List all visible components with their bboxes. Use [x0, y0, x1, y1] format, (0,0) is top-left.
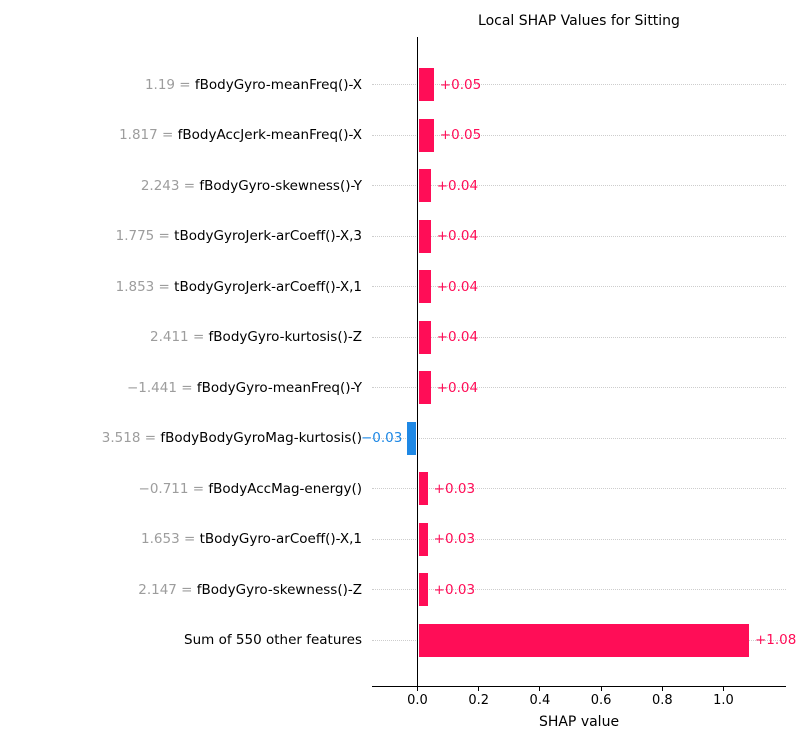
feature-value: 2.147 = [138, 581, 197, 598]
feature-label: 3.518 = fBodyBodyGyroMag-kurtosis() [102, 430, 362, 446]
feature-label: 1.853 = tBodyGyroJerk-arCoeff()-X,1 [116, 279, 362, 295]
shap-bar [407, 421, 417, 455]
feature-value: 1.653 = [141, 531, 200, 547]
feature-label: −1.441 = fBodyGyro-meanFreq()-Y [127, 380, 362, 396]
feature-label: 2.147 = fBodyGyro-skewness()-Z [138, 582, 362, 598]
feature-label: −0.711 = fBodyAccMag-energy() [139, 481, 362, 497]
feature-label: 2.243 = fBodyGyro-skewness()-Y [141, 178, 362, 194]
feature-value: −1.441 = [126, 379, 197, 396]
chart-title: Local SHAP Values for Sitting [478, 13, 680, 29]
x-tick-mark [722, 686, 725, 691]
row-gridline [372, 387, 786, 388]
feature-name: fBodyGyro-skewness()-Z [196, 581, 362, 598]
shap-value-label: +0.03 [433, 581, 476, 598]
shap-value-label: +0.05 [439, 127, 482, 143]
feature-value: 1.775 = [115, 228, 175, 244]
row-gridline [372, 589, 786, 590]
shap-bar [418, 270, 431, 303]
x-tick-mark [661, 686, 663, 691]
shap-bar [418, 320, 431, 354]
shap-bar [418, 219, 431, 253]
x-tick-mark [539, 686, 541, 691]
feature-name: fBodyGyro-skewness()-Y [199, 177, 362, 194]
feature-name: fBodyAccMag-energy() [208, 480, 362, 497]
x-tick-label: 0.8 [651, 693, 673, 708]
x-tick-mark [416, 686, 419, 691]
shap-bar [418, 371, 431, 404]
shap-bar [418, 522, 428, 556]
row-gridline [372, 286, 786, 287]
feature-value: 1.853 = [115, 278, 175, 295]
feature-name: fBodyAccJerk-meanFreq()-X [177, 127, 362, 143]
feature-label: 1.19 = fBodyGyro-meanFreq()-X [145, 77, 362, 93]
feature-label: 1.817 = fBodyAccJerk-meanFreq()-X [119, 127, 362, 143]
feature-label: 1.653 = tBodyGyro-arCoeff()-X,1 [141, 531, 362, 547]
row-gridline [372, 488, 786, 489]
feature-name: fBodyGyro-meanFreq()-Y [196, 379, 362, 396]
x-tick-label: 0.4 [529, 693, 551, 708]
feature-name: tBodyGyroJerk-arCoeff()-X,3 [174, 228, 362, 244]
x-tick-label: 0.0 [407, 693, 428, 708]
shap-bar [418, 623, 749, 657]
shap-value-label: +0.03 [433, 480, 476, 497]
feature-name: tBodyGyro-arCoeff()-X,1 [199, 531, 362, 547]
row-gridline [372, 437, 786, 439]
feature-value: 3.518 = [101, 430, 161, 446]
feature-name: tBodyGyroJerk-arCoeff()-X,1 [174, 278, 362, 295]
shap-value-label: +1.08 [754, 632, 797, 648]
x-tick-mark [478, 686, 480, 691]
row-gridline [372, 185, 786, 186]
shap-bar [418, 472, 428, 505]
shap-bar [418, 68, 434, 101]
feature-label: 1.775 = tBodyGyroJerk-arCoeff()-X,3 [116, 228, 362, 244]
shap-bar [418, 573, 428, 606]
x-tick-label: 0.6 [590, 693, 612, 708]
feature-value: −0.711 = [138, 480, 209, 497]
row-gridline [372, 84, 786, 85]
row-gridline [372, 134, 786, 136]
feature-value: 1.817 = [119, 127, 178, 143]
shap-bar [418, 118, 434, 152]
x-axis-line [372, 686, 786, 688]
x-axis-label: SHAP value [538, 714, 620, 730]
feature-name: fBodyGyro-meanFreq()-X [194, 76, 362, 93]
shap-value-label: +0.04 [436, 177, 479, 194]
x-tick-mark [600, 686, 602, 691]
row-gridline [372, 336, 786, 338]
shap-value-label: +0.04 [436, 228, 479, 244]
shap-value-label: +0.04 [436, 278, 479, 295]
feature-value: 1.19 = [144, 76, 195, 93]
shap-value-label: +0.04 [436, 329, 479, 345]
feature-name: fBodyBodyGyroMag-kurtosis() [160, 430, 362, 446]
shap-bar [418, 169, 431, 202]
feature-label: 2.411 = fBodyGyro-kurtosis()-Z [150, 329, 362, 345]
row-gridline [372, 538, 786, 540]
zero-line [416, 37, 419, 686]
row-gridline [372, 235, 786, 237]
shap-value-label: +0.03 [433, 531, 476, 547]
feature-name: fBodyGyro-kurtosis()-Z [208, 329, 362, 345]
feature-name: Sum of 550 other features [184, 632, 362, 648]
feature-label: Sum of 550 other features [184, 632, 362, 648]
x-tick-label: 1.0 [713, 693, 734, 708]
x-tick-label: 0.2 [468, 693, 490, 708]
shap-value-label: +0.05 [439, 76, 482, 93]
shap-value-label: +0.04 [436, 379, 479, 396]
feature-value: 2.411 = [150, 329, 209, 345]
feature-value: 2.243 = [140, 177, 200, 194]
shap-value-label: −0.03 [360, 430, 403, 446]
